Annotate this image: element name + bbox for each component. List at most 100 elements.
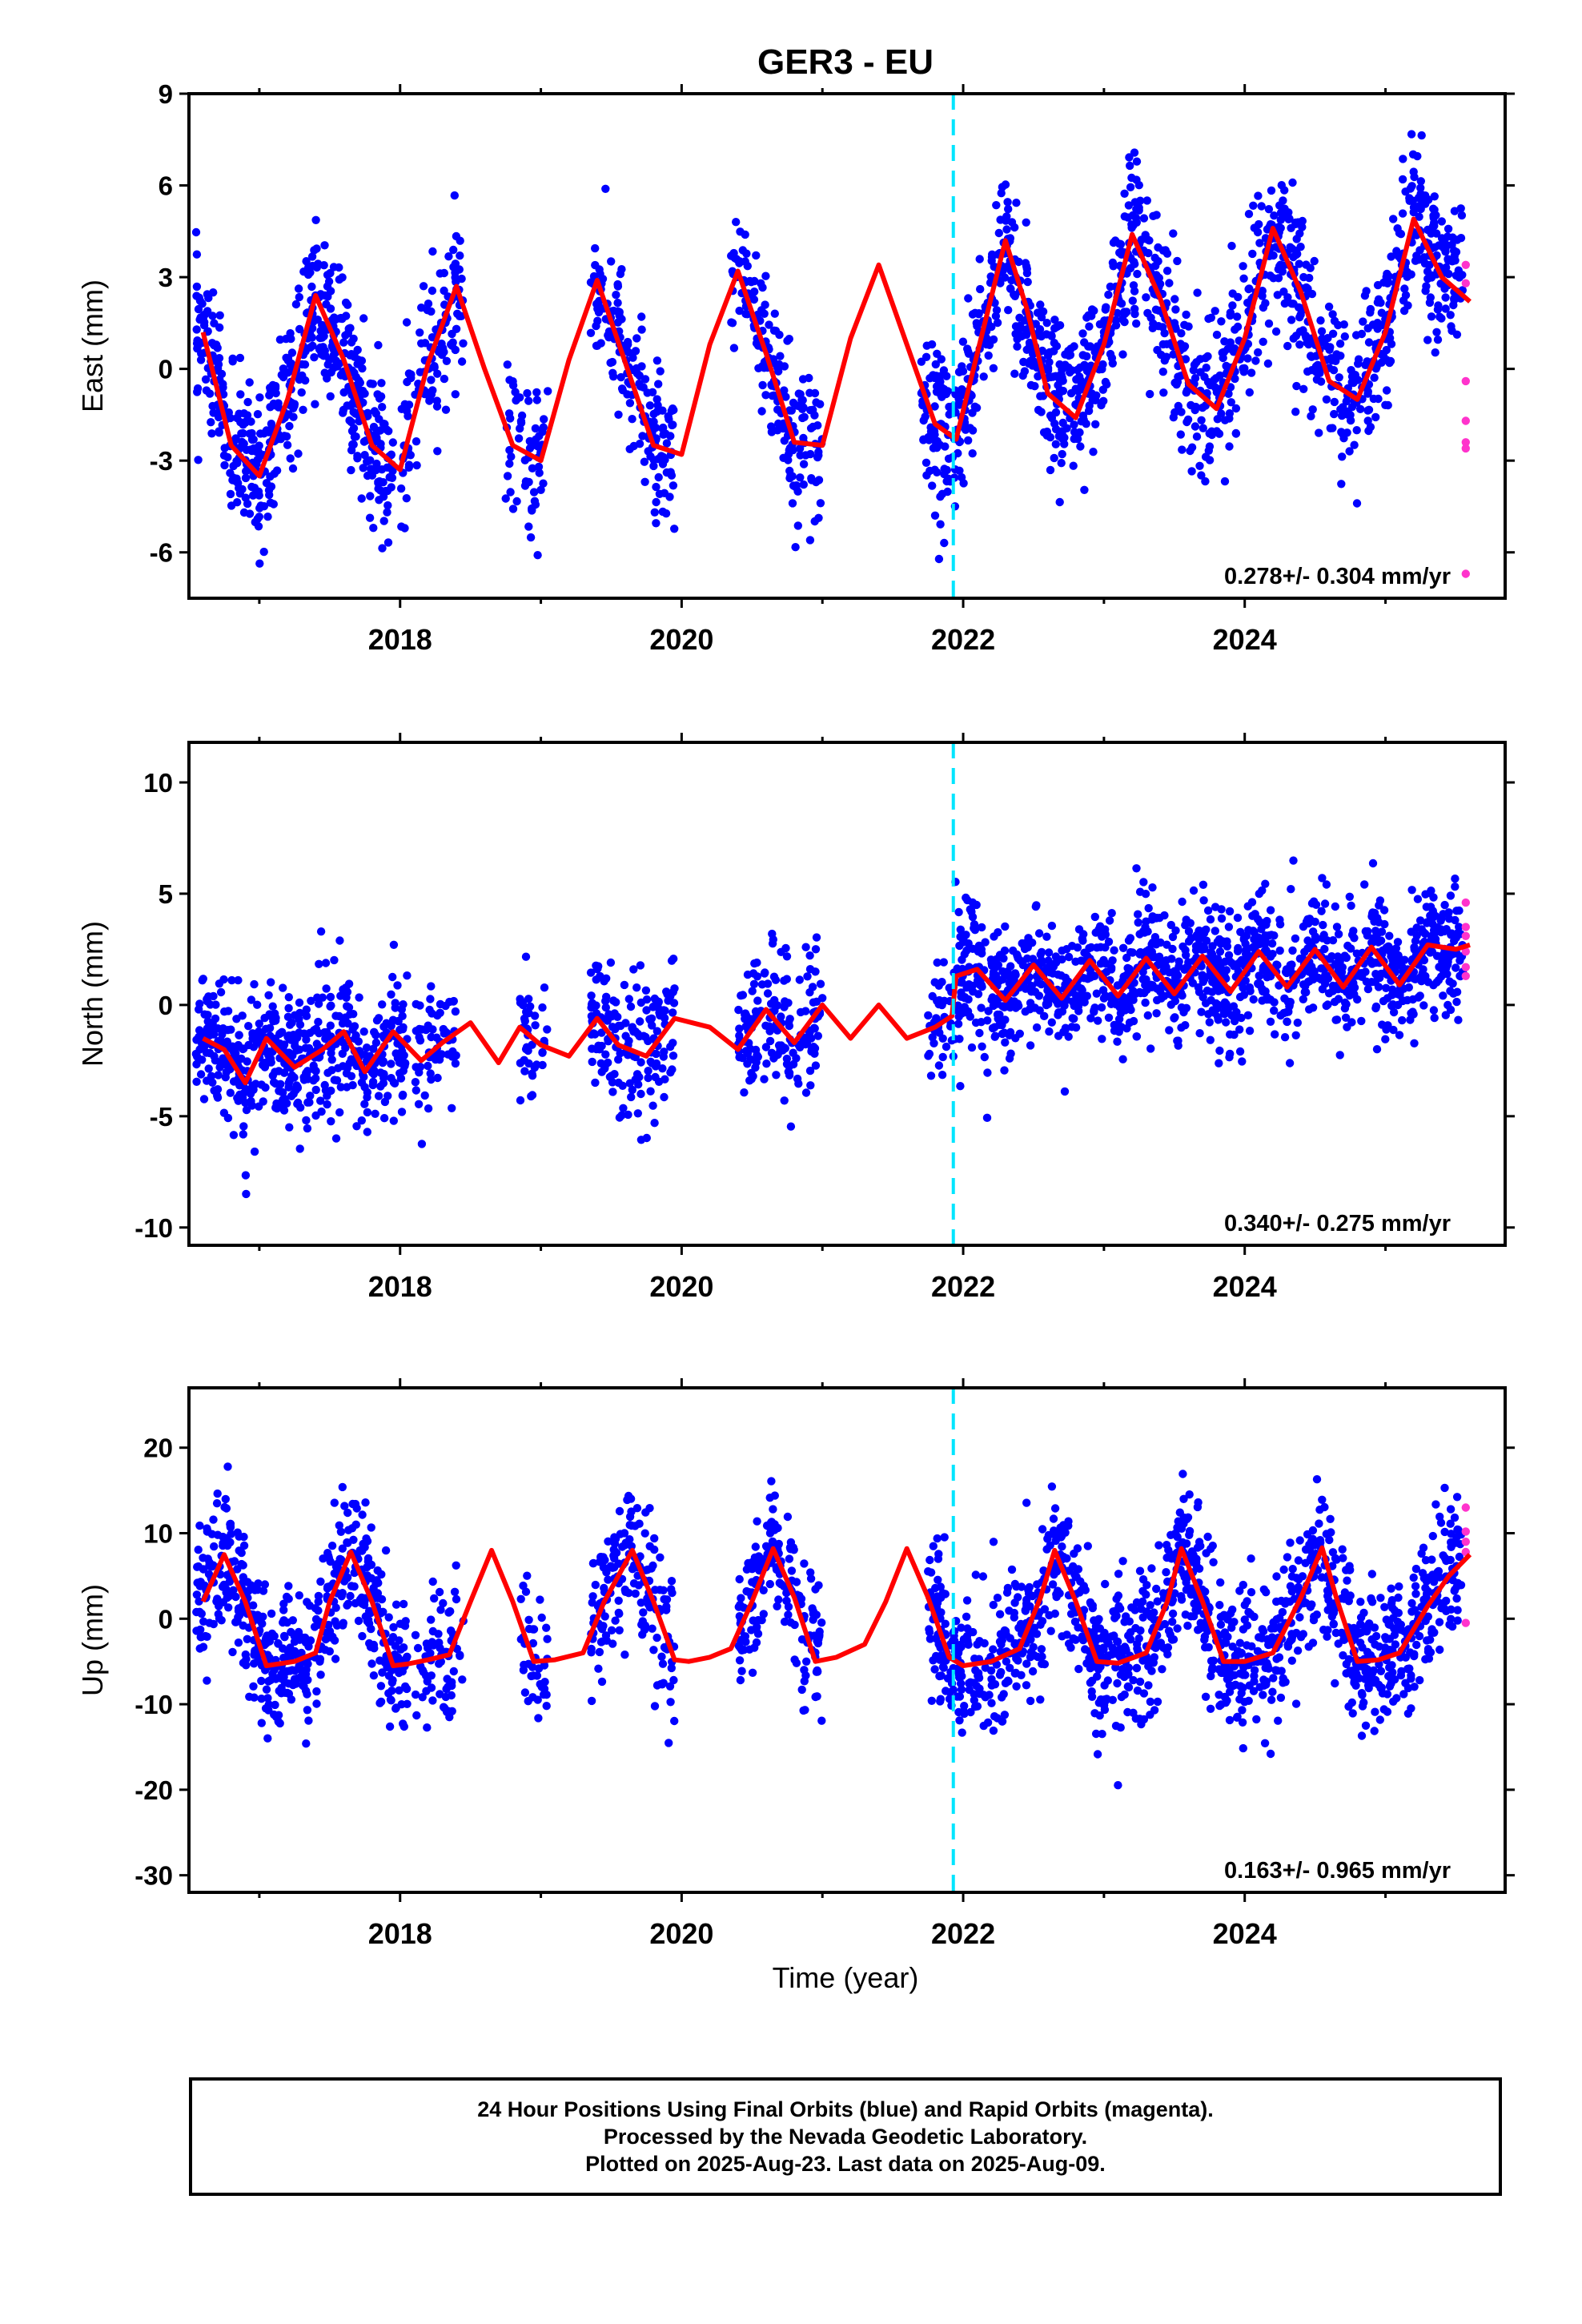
final-position-point	[1152, 914, 1161, 923]
final-position-point	[242, 467, 251, 476]
final-position-point	[1184, 927, 1194, 936]
final-position-point	[294, 284, 303, 293]
final-position-point	[343, 1002, 351, 1011]
final-position-point	[433, 447, 442, 456]
final-position-point	[1177, 1023, 1186, 1032]
final-position-point	[608, 357, 617, 367]
final-position-point	[1227, 398, 1236, 407]
final-position-point	[1026, 1004, 1035, 1014]
rapid-position-point	[1461, 947, 1471, 956]
final-position-point	[1006, 1049, 1015, 1058]
final-position-point	[1150, 253, 1159, 263]
final-position-point	[219, 383, 227, 392]
final-position-point	[1363, 406, 1372, 415]
final-position-point	[228, 354, 237, 363]
final-position-point	[1341, 1013, 1351, 1023]
final-position-point	[323, 1092, 331, 1100]
x-tick-label: 2018	[368, 623, 432, 656]
final-position-point	[1225, 1053, 1234, 1062]
final-position-point	[397, 1005, 406, 1014]
y-tick-label: 9	[159, 79, 173, 109]
final-position-point	[335, 275, 343, 284]
final-position-point	[1243, 1011, 1253, 1020]
final-position-point	[1240, 364, 1249, 373]
final-position-point	[653, 455, 663, 464]
final-position-point	[988, 1023, 998, 1033]
final-position-point	[669, 1039, 677, 1047]
final-position-point	[411, 1078, 420, 1087]
final-position-point	[1086, 342, 1094, 351]
final-position-point	[1235, 1047, 1245, 1056]
final-position-point	[669, 987, 677, 997]
final-position-point	[1455, 273, 1464, 282]
final-position-point	[782, 1059, 792, 1069]
final-position-point	[372, 459, 381, 468]
final-position-point	[360, 451, 369, 460]
final-position-point	[339, 1062, 347, 1071]
final-position-point	[1328, 329, 1338, 338]
final-position-point	[367, 1659, 376, 1668]
final-position-point	[357, 1116, 366, 1125]
final-position-point	[209, 1619, 218, 1629]
final-position-point	[379, 1114, 389, 1123]
final-position-point	[1283, 1017, 1291, 1026]
final-position-point	[327, 342, 336, 351]
final-position-point	[329, 263, 339, 271]
final-position-point	[1279, 196, 1287, 205]
final-position-point	[810, 1024, 819, 1033]
final-position-point	[1196, 368, 1205, 376]
final-position-point	[339, 985, 347, 994]
final-position-point	[1058, 418, 1067, 428]
final-position-point	[1299, 384, 1308, 393]
final-position-point	[1382, 983, 1391, 993]
final-position-point	[1289, 856, 1298, 865]
final-position-point	[1423, 978, 1433, 987]
final-position-point	[395, 1686, 404, 1695]
final-position-point	[989, 364, 998, 372]
final-position-point	[767, 422, 776, 431]
final-position-point	[938, 1052, 947, 1062]
final-position-point	[526, 533, 536, 542]
final-position-point	[521, 952, 531, 961]
final-position-point	[207, 418, 215, 427]
final-position-point	[213, 364, 223, 372]
final-position-point	[316, 1671, 325, 1679]
final-position-point	[456, 251, 464, 260]
final-position-point	[1400, 955, 1409, 964]
final-position-point	[785, 473, 794, 483]
final-position-point	[1254, 348, 1263, 357]
final-position-point	[1291, 408, 1300, 416]
final-position-point	[427, 1075, 436, 1084]
final-position-point	[1403, 272, 1411, 281]
final-position-point	[399, 1090, 408, 1100]
final-position-point	[1212, 330, 1222, 340]
final-position-point	[1100, 316, 1109, 325]
final-position-point	[1303, 338, 1311, 348]
final-position-point	[1203, 986, 1212, 995]
final-position-point	[207, 339, 217, 348]
final-position-point	[740, 1088, 749, 1097]
final-position-point	[323, 1100, 331, 1109]
final-position-point	[1098, 360, 1107, 369]
final-position-point	[798, 403, 808, 412]
final-position-point	[396, 484, 406, 493]
y-tick-label: -10	[135, 1213, 173, 1243]
final-position-point	[347, 465, 355, 475]
final-position-point	[1349, 979, 1358, 987]
final-position-point	[1058, 1007, 1067, 1016]
final-position-point	[1340, 332, 1350, 341]
final-position-point	[353, 454, 362, 463]
final-position-point	[648, 388, 657, 396]
final-position-point	[772, 1071, 781, 1080]
final-position-point	[242, 1189, 251, 1199]
final-position-point	[608, 1078, 617, 1087]
final-position-point	[369, 1671, 379, 1680]
final-position-point	[202, 386, 211, 395]
final-position-point	[1284, 208, 1293, 217]
final-position-point	[245, 509, 255, 518]
final-position-point	[1239, 274, 1248, 283]
final-position-point	[670, 525, 679, 533]
final-position-point	[1089, 448, 1098, 456]
final-position-point	[966, 905, 976, 915]
final-position-point	[968, 310, 978, 319]
